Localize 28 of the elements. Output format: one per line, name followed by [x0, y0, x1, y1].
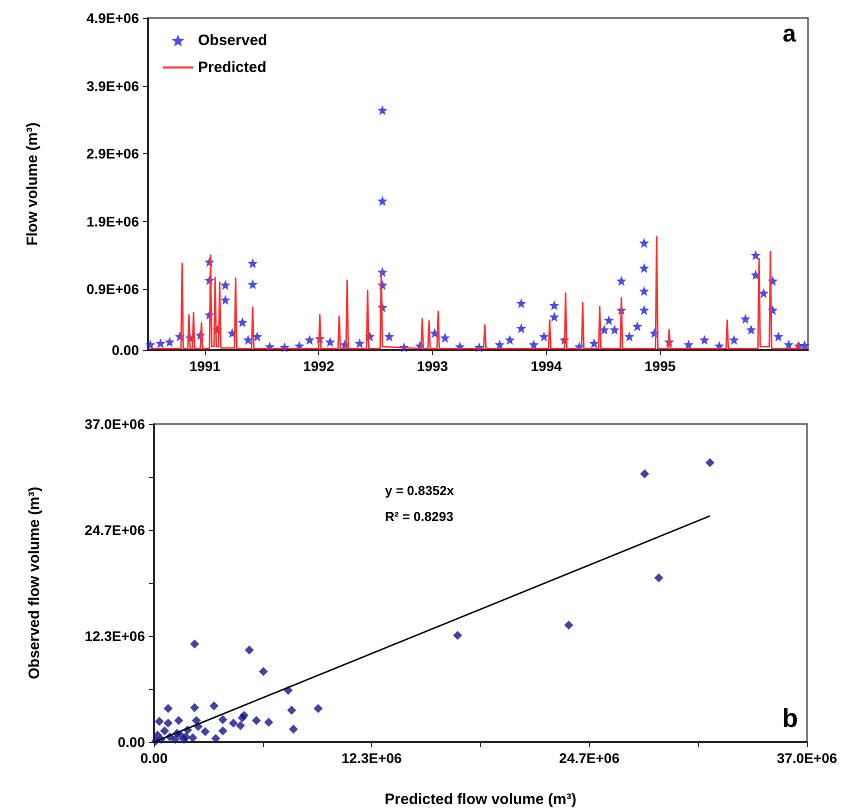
x-tick-label: 37.0E+06 — [776, 750, 838, 766]
x-tick-label: 1995 — [644, 358, 676, 374]
annotation: R² = 0.8293 — [385, 509, 454, 524]
y-tick-label: 3.9E+06 — [86, 78, 140, 94]
legend-label: Observed — [198, 32, 268, 49]
legend-label: Predicted — [198, 59, 266, 76]
annotation: b — [782, 703, 798, 733]
y-axis-title: Observed flow volume (m³) — [26, 486, 43, 680]
y-tick-label: 1.9E+06 — [86, 213, 140, 230]
x-tick-label: 24.7E+06 — [559, 750, 620, 766]
x-tick-label: 1992 — [303, 358, 334, 374]
y-tick-label: 2.9E+06 — [86, 146, 140, 162]
x-tick-label: 1994 — [530, 358, 562, 374]
annotation: a — [782, 20, 797, 48]
y-axis-title: Flow volume (m³) — [24, 122, 41, 246]
x-tick-label: 12.3E+06 — [341, 750, 402, 766]
x-axis-title: Predicted flow volume (m³) — [384, 791, 576, 808]
y-tick-label: 0.00 — [112, 342, 140, 358]
x-tick-label: 1993 — [416, 358, 448, 374]
annotation: y = 0.8352x — [385, 483, 455, 498]
y-tick-label: 0.9E+06 — [86, 281, 140, 298]
y-tick-label: 4.9E+06 — [86, 10, 140, 26]
y-tick-label: 24.7E+06 — [84, 522, 146, 538]
y-tick-label: 0.00 — [118, 734, 146, 750]
x-tick-label: 0.00 — [140, 750, 168, 766]
x-tick-label: 1991 — [189, 358, 221, 374]
y-tick-label: 12.3E+06 — [84, 628, 146, 644]
y-tick-label: 37.0E+06 — [84, 416, 146, 432]
